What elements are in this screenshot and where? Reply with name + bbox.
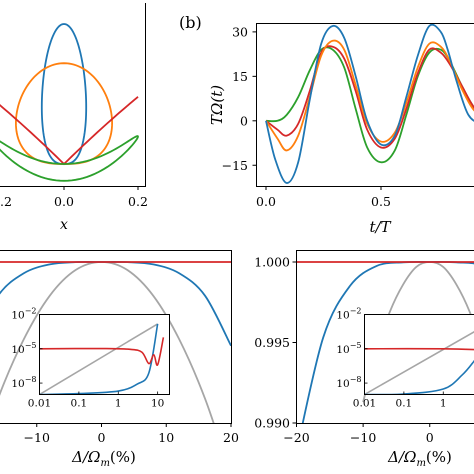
series-line-orange [265,39,474,152]
panel-label-b: (b) [179,13,202,32]
plot-area [0,261,232,424]
axes-frame [256,23,474,187]
inset-x-tick-label: 1 [115,398,122,410]
y-tick-label: 15 [232,69,248,84]
trajectory-orange [14,62,114,165]
inset-y-tick-label: 10−5 [336,341,361,356]
x-tick-label: 0 [426,430,434,445]
inset-right: 0.01 0.1 1 10−2 10−5 10−8 [336,307,474,410]
panel-trajectories: 0.2 0.0 0.2 x [0,3,148,233]
series-line-green [265,46,474,164]
inset-y-tick-label: 10−2 [336,307,361,322]
inset-series-line-gray [364,331,474,395]
inset-plot-area [39,323,165,395]
x-tick-label: 0 [98,430,106,445]
axes-frame [0,250,232,424]
inset-left: 0.01 0.1 1 10 10−2 10−5 10−8 [11,307,170,410]
inset-series-line-red [39,337,165,366]
y-tick-label: 30 [232,24,248,39]
inset-frame [39,314,170,395]
y-tick-label: 0.995 [254,335,290,350]
inset-x-tick-label: 0.01 [28,398,51,410]
inset-x-tick-label: 10 [151,398,164,410]
y-tick-label: 0.990 [254,416,290,431]
x-tick-label: 0.2 [0,194,12,209]
inset-series-line-gray [39,323,159,395]
x-tick-label: 0.0 [256,194,276,209]
inset-x-tick-label: 0.1 [396,398,413,410]
y-axis-label: TΩ(t) [208,85,226,125]
trajectory-green [0,135,139,182]
x-tick-label: 20 [223,430,239,445]
x-tick-label: −20 [283,430,309,445]
panel-omega: 0.0 0.5 30 15 0 −15 t/T TΩ(t) [208,23,474,236]
inset-background [39,314,169,394]
inset-series-line-red [364,347,474,351]
x-tick-label: −10 [24,430,50,445]
x-axis-label: x [60,217,68,233]
inset-x-tick-label: 0.1 [71,398,88,410]
x-axis-label: Δ/Ωm(%) [71,448,136,469]
y-tick-label: −15 [222,158,248,173]
x-axis-label: t/T [369,218,391,236]
inset-series-line-blue [39,323,159,395]
axes-frame [296,250,474,424]
inset-y-tick-label: 10−2 [11,307,36,322]
inset-background [364,314,474,394]
y-tick-label: 0 [240,113,248,128]
x-tick-label: 0.2 [128,194,148,209]
series-line-blue [265,23,474,184]
trajectory-blue [40,23,88,165]
series-line-red [265,45,474,149]
x-axis-label: Δ/Ωm(%) [387,448,452,469]
panel-fidelity-left: −10 0 10 20 Δ/Ωm(%) 0.01 0.1 1 10 10−2 10−5 10−8 [0,250,239,469]
inset-y-tick-label: 10−8 [11,375,36,390]
x-tick-label: 0.0 [54,194,74,209]
inset-y-tick-label: 10−5 [11,341,36,356]
inset-x-tick-label: 1 [440,398,447,410]
inset-y-tick-label: 10−8 [336,375,361,390]
x-tick-label: 0.5 [371,194,391,209]
x-tick-label: 10 [158,430,174,445]
inset-x-tick-label: 0.01 [353,398,376,410]
y-tick-label: 1.000 [254,255,290,270]
x-tick-label: −10 [350,430,376,445]
axes-frame [0,3,146,187]
inset-frame [364,314,474,395]
